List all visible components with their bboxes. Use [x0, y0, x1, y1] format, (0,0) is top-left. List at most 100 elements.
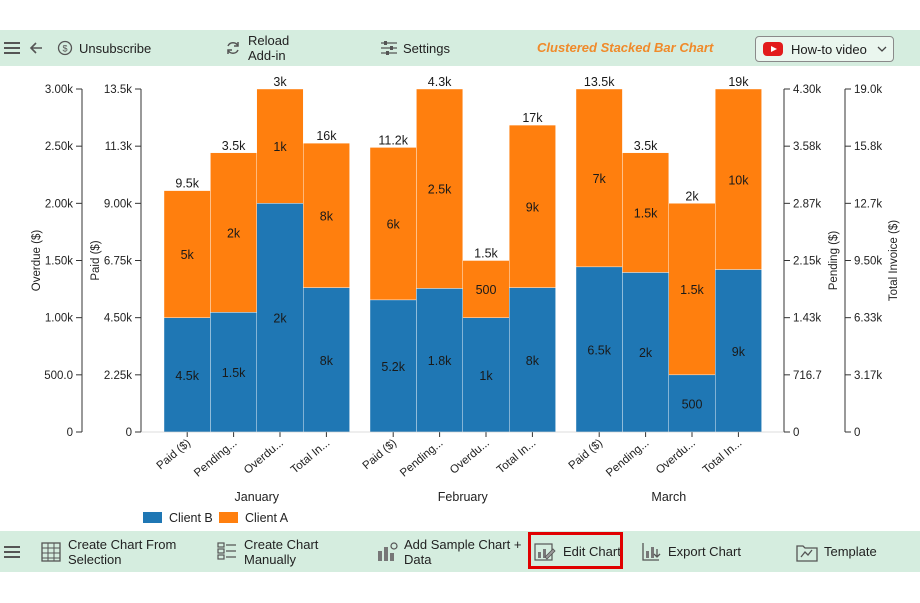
axis-tick-label: 15.8k: [854, 141, 882, 153]
axis-tick-label: 4.30k: [793, 84, 821, 96]
bar-client-b: [369, 299, 417, 433]
axis-tick-label: 13.5k: [104, 84, 132, 96]
axis-tick-label: 2.15k: [793, 256, 821, 268]
export-chart-label: Export Chart: [668, 544, 741, 559]
bar-value-label: 4.5k: [175, 369, 199, 383]
bar-client-a: [369, 147, 417, 301]
back-icon[interactable]: [28, 40, 44, 56]
bar-total-label: 16k: [316, 129, 337, 143]
howto-video-dropdown[interactable]: How-to video: [755, 36, 894, 62]
legend-label: Client B: [169, 511, 213, 525]
axis-tick-label: 4.50k: [104, 313, 132, 325]
axis-tick-label: 6.75k: [104, 256, 132, 268]
legend-swatch: [219, 512, 238, 523]
sample-chart-icon: [378, 541, 398, 561]
bar-client-b: [715, 269, 762, 433]
bar-client-b: [622, 272, 670, 433]
create-chart-from-selection-button[interactable]: Create Chart From Selection: [40, 537, 176, 567]
create-selection-line1: Create Chart From: [68, 536, 177, 552]
bar-total-label: 11.2k: [378, 133, 408, 147]
edit-chart-button[interactable]: Edit Chart: [533, 541, 621, 563]
bar-client-a: [416, 88, 463, 289]
bottom-menu-icon[interactable]: [4, 543, 20, 561]
bar-value-label: 500: [682, 397, 703, 411]
bar-total-label: 9.5k: [175, 177, 199, 191]
add-sample-chart-button[interactable]: Add Sample Chart + Data: [375, 537, 521, 567]
axis-tick-label: 500.0: [44, 370, 73, 382]
youtube-icon: [763, 42, 783, 56]
edit-chart-icon: [534, 542, 556, 561]
axis-tick-label: 9.50k: [854, 256, 882, 268]
export-chart-button[interactable]: Export Chart: [640, 541, 741, 563]
axis-tick-label: 1.50k: [45, 256, 73, 268]
bar-value-label: 10k: [728, 173, 749, 187]
category-label: Total In...: [495, 437, 538, 476]
settings-button[interactable]: Settings: [380, 40, 450, 56]
bar-client-a: [509, 124, 556, 288]
settings-label: Settings: [403, 40, 450, 56]
axis-tick-label: 3.58k: [793, 141, 821, 153]
reload-label-line2: Add-in: [248, 48, 286, 63]
group-label: January: [235, 490, 280, 504]
reload-icon: [227, 42, 239, 54]
category-label: Overdu...: [654, 437, 698, 477]
reload-label-line1: Reload: [248, 33, 290, 48]
bar-value-label: 6k: [387, 218, 401, 232]
bar-value-label: 8k: [526, 354, 540, 368]
bar-client-a: [575, 88, 623, 268]
export-chart-icon: [642, 542, 661, 561]
edit-chart-highlight: [528, 532, 623, 569]
axis-tick-label: 1.00k: [45, 313, 73, 325]
create-chart-manually-button[interactable]: Create Chart Manually: [216, 537, 318, 567]
bar-value-label: 500: [476, 283, 497, 297]
template-icon: [796, 544, 818, 562]
table-icon: [41, 541, 61, 562]
bar-value-label: 7k: [593, 172, 607, 186]
bar-value-label: 1k: [273, 140, 287, 154]
bar-total-label: 13.5k: [584, 75, 615, 89]
dollar-circle-icon: $: [57, 40, 73, 56]
template-label: Template: [824, 544, 877, 559]
axis-tick-label: 6.33k: [854, 313, 882, 325]
bar-total-label: 4.3k: [428, 75, 452, 89]
unsubscribe-label: Unsubscribe: [79, 40, 152, 56]
menu-icon[interactable]: [4, 39, 20, 57]
create-manual-line1: Create Chart: [244, 536, 319, 552]
create-selection-line2: Selection: [68, 551, 122, 567]
bar-client-a: [210, 152, 257, 313]
create-manual-line2: Manually: [244, 551, 297, 567]
category-label: Pending...: [398, 437, 445, 479]
category-label: Paid ($): [567, 437, 606, 472]
axis-tick-label: 1.43k: [793, 313, 821, 325]
axis-tick-label: 0: [854, 427, 860, 439]
clustered-stacked-bar-chart: 0 500.0 1.00k 1.50k 2.00k 2.50k 3.00k Overdue (…: [31, 75, 900, 525]
bar-value-label: 1k: [479, 369, 493, 383]
category-label: Paid ($): [155, 437, 194, 472]
bar-client-b: [575, 266, 623, 433]
howto-label: How-to video: [791, 41, 867, 57]
bar-value-label: 9k: [526, 200, 540, 214]
bar-value-label: 2.5k: [428, 183, 452, 197]
bar-value-label: 1.5k: [222, 366, 246, 380]
bar-client-b: [668, 374, 716, 433]
bar-total-label: 19k: [728, 75, 749, 89]
bar-total-label: 17k: [522, 111, 543, 125]
chevron-down-icon: [877, 46, 887, 52]
bar-client-b: [509, 287, 556, 433]
bar-value-label: 8k: [320, 354, 334, 368]
axis-tick-label: 9.00k: [104, 198, 132, 210]
axis-tick-label: 716.7: [793, 370, 822, 382]
bar-client-a: [163, 190, 211, 318]
template-button[interactable]: Template: [795, 541, 877, 563]
reload-addin-button[interactable]: Reload Add-in: [224, 33, 289, 63]
edit-chart-label: Edit Chart: [563, 544, 621, 559]
bar-client-a: [715, 88, 762, 270]
group-label: February: [438, 490, 489, 504]
bar-value-label: 1.5k: [680, 283, 704, 297]
bar-client-a: [668, 203, 716, 376]
axis-tick-label: 3.17k: [854, 370, 882, 382]
unsubscribe-button[interactable]: $ Unsubscribe: [57, 40, 151, 56]
bar-total-label: 1.5k: [474, 247, 498, 261]
manual-table-icon: [217, 541, 236, 560]
category-label: Total In...: [701, 437, 744, 476]
